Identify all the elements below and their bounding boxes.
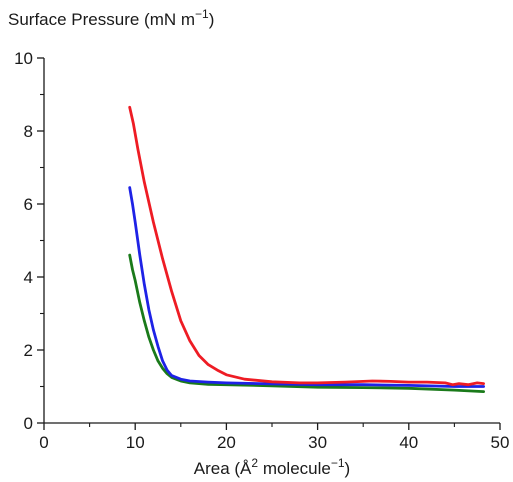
x-tick-label: 30 <box>308 433 327 452</box>
x-tick-label: 10 <box>126 433 145 452</box>
y-tick-label: 8 <box>24 122 33 141</box>
x-tick-label: 50 <box>491 433 510 452</box>
red-isotherm-line <box>128 105 485 387</box>
y-tick-label: 6 <box>24 195 33 214</box>
x-tick-label: 40 <box>399 433 418 452</box>
y-tick-label: 10 <box>14 49 33 68</box>
x-axis-title-sup-1: 2 <box>251 456 258 470</box>
x-axis-title-prefix: Area (Å <box>194 459 252 478</box>
x-axis-title-sup-2: −1 <box>331 456 345 470</box>
y-axis-title: Surface Pressure (mN m−1) <box>8 7 214 29</box>
x-axis-title-suffix: ) <box>345 459 351 478</box>
y-tick-label: 2 <box>24 341 33 360</box>
y-tick-label: 4 <box>24 268 33 287</box>
x-axis-title-text: Area (Å2 molecule−1) <box>194 456 350 478</box>
series-group <box>128 105 485 393</box>
x-tick-label: 20 <box>217 433 236 452</box>
y-axis-title-suffix: ) <box>209 10 215 29</box>
tick-labels: 0 10 20 30 40 50 0 2 4 6 8 10 <box>14 49 509 452</box>
y-tick-label: 0 <box>24 414 33 433</box>
y-axis-title-prefix: Surface Pressure (mN m <box>8 10 195 29</box>
x-axis-title: Area (Å2 molecule−1) <box>194 456 350 478</box>
blue-isotherm-line <box>128 186 485 388</box>
x-tick-label: 0 <box>39 433 48 452</box>
ticks <box>37 57 501 430</box>
axes <box>43 58 500 424</box>
x-axis-title-mid: molecule <box>258 459 331 478</box>
green-isotherm-line <box>128 253 485 393</box>
y-axis-title-text: Surface Pressure (mN m−1) <box>8 7 214 29</box>
y-axis-title-sup: −1 <box>195 7 209 21</box>
